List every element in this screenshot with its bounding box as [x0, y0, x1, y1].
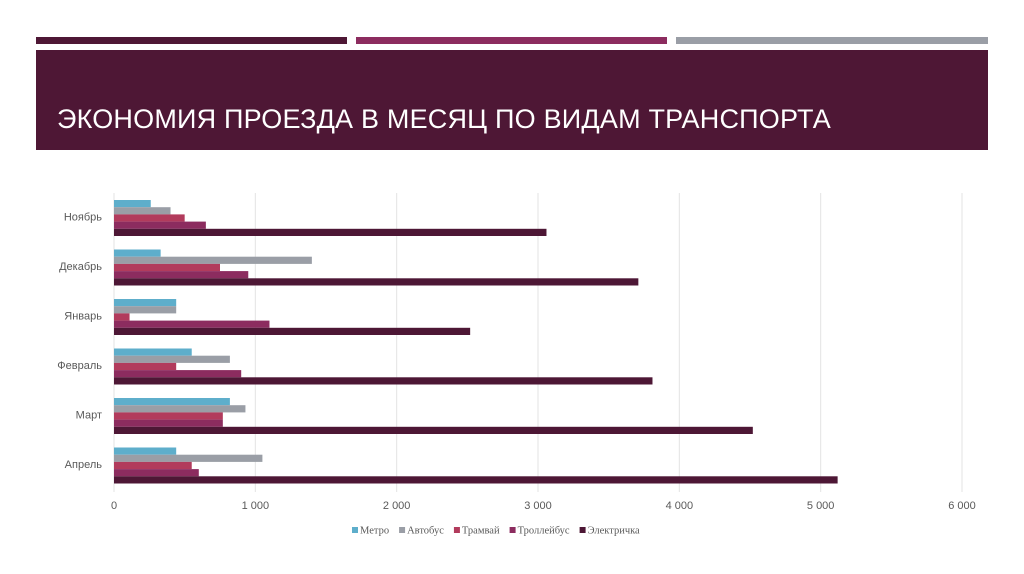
bar	[114, 200, 151, 208]
legend-swatch	[579, 527, 586, 533]
decor-strip	[36, 37, 347, 44]
x-tick-label: 1 000	[242, 500, 270, 512]
bar	[114, 263, 220, 272]
legend-label: Трамвай	[462, 525, 500, 536]
title-banner	[36, 50, 988, 150]
bar	[114, 207, 171, 215]
x-tick-label: 5 000	[807, 500, 835, 512]
bar	[114, 447, 177, 455]
bar	[114, 221, 206, 229]
bar	[114, 419, 223, 427]
bar	[114, 306, 177, 314]
bar	[114, 348, 192, 356]
bar	[114, 377, 653, 385]
legend-label: Автобус	[407, 525, 444, 536]
bar	[114, 214, 185, 222]
bar	[114, 461, 192, 470]
x-tick-label: 6 000	[948, 500, 976, 512]
legend-label: Метро	[360, 525, 389, 536]
decor-strip	[676, 37, 988, 44]
legend-swatch	[399, 527, 406, 533]
y-tick-label: Декабрь	[59, 261, 102, 273]
bar	[114, 228, 547, 236]
bar	[114, 362, 177, 371]
bar	[114, 405, 246, 413]
bar	[114, 476, 838, 484]
legend-label: Троллейбус	[518, 525, 570, 536]
legend-swatch	[509, 527, 516, 533]
bar	[114, 355, 230, 363]
y-tick-label: Февраль	[57, 360, 102, 372]
bar	[114, 454, 263, 462]
legend-label: Электричка	[588, 525, 640, 536]
bar	[114, 256, 312, 264]
bar	[114, 278, 639, 286]
y-tick-label: Январь	[64, 311, 102, 323]
bar	[114, 320, 270, 328]
bar	[114, 469, 199, 477]
bar	[114, 370, 242, 378]
bar	[114, 271, 249, 279]
decor-strip	[356, 37, 667, 44]
legend-swatch	[352, 527, 358, 533]
bar	[114, 412, 223, 420]
x-tick-label: 3 000	[524, 500, 552, 512]
bar	[114, 426, 753, 434]
legend-swatch	[453, 527, 460, 533]
bar	[114, 313, 130, 321]
y-tick-label: Ноябрь	[64, 212, 102, 224]
y-tick-label: Март	[76, 410, 102, 422]
bar	[114, 327, 471, 335]
bar	[114, 249, 161, 257]
chart-title: ЭКОНОМИЯ ПРОЕЗДА В МЕСЯЦ ПО ВИДАМ ТРАНСП…	[57, 104, 831, 134]
x-tick-label: 4 000	[666, 500, 694, 512]
x-tick-label: 0	[111, 500, 117, 512]
bar	[114, 398, 230, 406]
x-tick-label: 2 000	[383, 500, 411, 512]
bar	[114, 299, 177, 307]
y-tick-label: Апрель	[65, 459, 103, 471]
